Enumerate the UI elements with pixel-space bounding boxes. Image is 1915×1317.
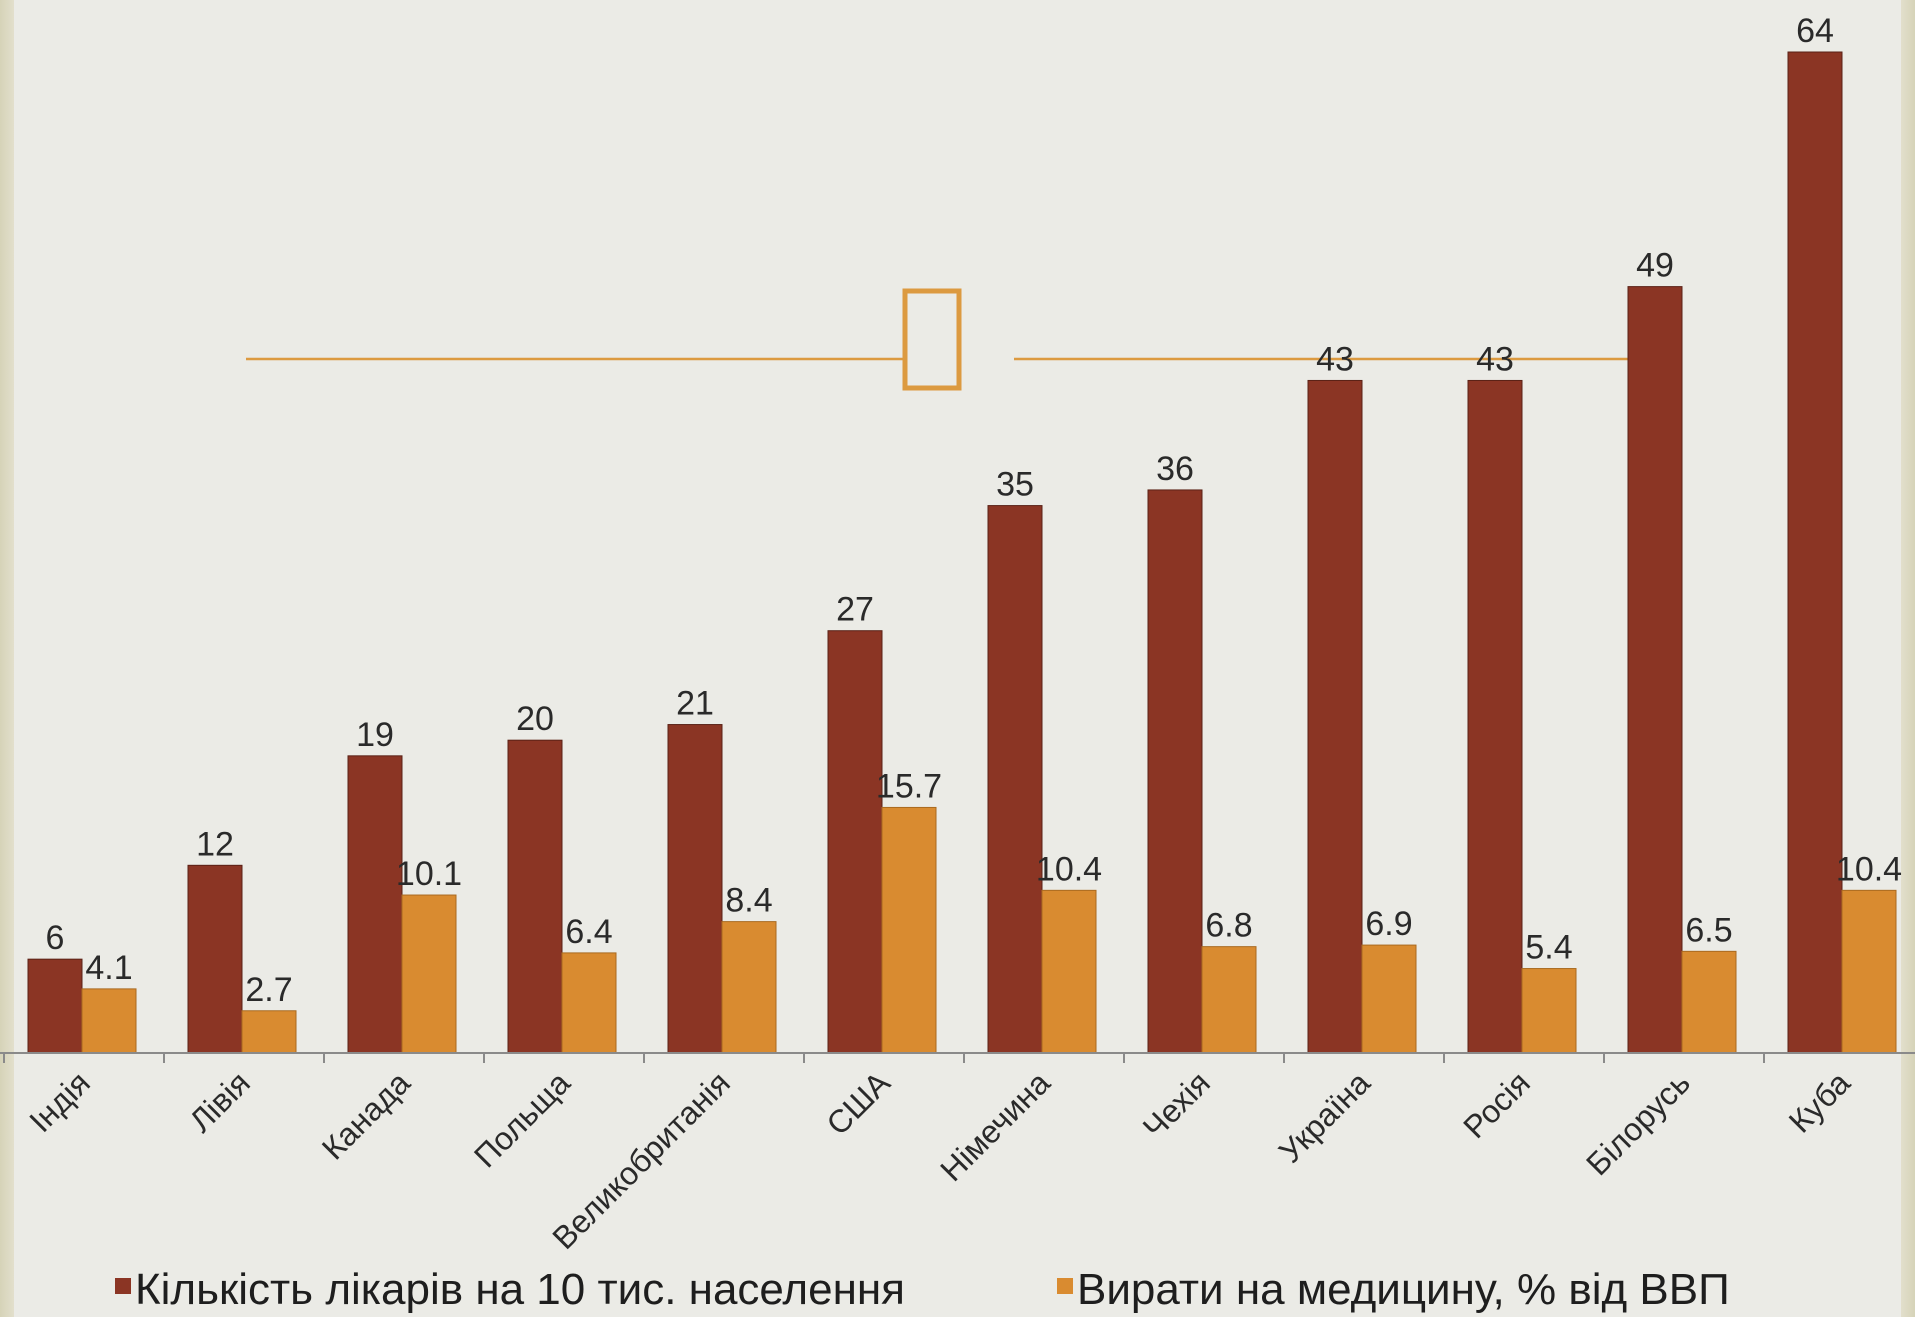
title-placeholder-decoration (246, 288, 1630, 391)
value-label-spending-10: 6.5 (1685, 911, 1732, 949)
bar-doctors-4 (667, 724, 723, 1054)
placeholder-box-icon (902, 288, 962, 391)
slide-left-border (0, 0, 14, 1317)
value-label-spending-0: 4.1 (85, 949, 132, 987)
category-label-9: Росія (1456, 1064, 1537, 1145)
bars-group (27, 51, 1897, 1054)
value-label-doctors-2: 19 (356, 716, 394, 754)
legend-swatch-doctors (115, 1278, 131, 1294)
legend: Кількість лікарів на 10 тис. населення В… (115, 1265, 1730, 1314)
value-label-spending-3: 6.4 (565, 913, 612, 951)
bar-doctors-2 (347, 755, 403, 1054)
bar-spending-1 (241, 1010, 297, 1054)
legend-label-spending: Вирати на медицину, % від ВВП (1077, 1265, 1730, 1314)
legend-swatch-spending (1057, 1278, 1073, 1294)
value-label-spending-11: 10.4 (1836, 850, 1902, 888)
bar-spending-9 (1521, 968, 1577, 1054)
value-label-doctors-3: 20 (516, 700, 554, 738)
bar-spending-2 (401, 894, 457, 1054)
bar-doctors-5 (827, 630, 883, 1054)
category-label-3: Польща (467, 1064, 577, 1174)
value-label-doctors-7: 36 (1156, 450, 1194, 488)
value-label-doctors-0: 6 (46, 919, 65, 957)
value-label-spending-5: 15.7 (876, 767, 942, 805)
bar-spending-3 (561, 952, 617, 1054)
bar-spending-11 (1841, 889, 1897, 1054)
bar-doctors-6 (987, 505, 1043, 1054)
bar-doctors-3 (507, 739, 563, 1054)
bar-doctors-8 (1307, 379, 1363, 1054)
bar-doctors-9 (1467, 379, 1523, 1054)
bar-spending-4 (721, 921, 777, 1054)
value-label-doctors-11: 64 (1796, 12, 1834, 50)
category-label-5: США (819, 1064, 897, 1142)
bar-doctors-10 (1627, 286, 1683, 1054)
category-label-1: Лівія (182, 1064, 257, 1139)
category-label-11: Куба (1782, 1064, 1857, 1139)
value-label-spending-9: 5.4 (1525, 929, 1572, 967)
value-label-doctors-10: 49 (1636, 247, 1674, 285)
bar-spending-0 (81, 988, 137, 1054)
legend-label-doctors: Кількість лікарів на 10 тис. населення (135, 1265, 905, 1314)
category-label-7: Чехія (1136, 1064, 1217, 1145)
bar-spending-5 (881, 806, 937, 1054)
value-label-doctors-4: 21 (676, 685, 714, 723)
x-axis (0, 1052, 1915, 1063)
value-labels-group: 6 4.1 12 2.7 19 10.1 20 6.4 21 8.4 27 15.7 35 10.4 36 6… (46, 12, 1903, 1009)
category-label-10: Білорусь (1579, 1064, 1697, 1182)
category-label-6: Німечина (933, 1064, 1057, 1188)
bar-doctors-1 (187, 864, 243, 1054)
value-label-spending-7: 6.8 (1205, 907, 1252, 945)
bar-spending-8 (1361, 944, 1417, 1054)
value-label-doctors-9: 43 (1476, 340, 1514, 378)
value-label-doctors-5: 27 (836, 591, 874, 629)
bar-doctors-11 (1787, 51, 1843, 1054)
value-label-doctors-8: 43 (1316, 340, 1354, 378)
value-label-doctors-1: 12 (196, 825, 234, 863)
category-label-0: Індія (22, 1064, 97, 1139)
value-label-spending-2: 10.1 (396, 855, 462, 893)
bar-doctors-7 (1147, 489, 1203, 1054)
value-label-doctors-6: 35 (996, 466, 1034, 504)
value-label-spending-8: 6.9 (1365, 905, 1412, 943)
category-label-8: Україна (1272, 1064, 1377, 1169)
slide-right-border (1901, 0, 1915, 1317)
value-label-spending-4: 8.4 (725, 882, 772, 920)
bar-spending-10 (1681, 950, 1737, 1054)
value-label-spending-1: 2.7 (245, 971, 292, 1009)
bar-spending-6 (1041, 889, 1097, 1054)
value-label-spending-6: 10.4 (1036, 850, 1102, 888)
bar-doctors-0 (27, 958, 83, 1054)
category-label-2: Канада (315, 1064, 417, 1166)
bar-spending-7 (1201, 946, 1257, 1054)
category-label-4: Великобританія (545, 1064, 737, 1256)
